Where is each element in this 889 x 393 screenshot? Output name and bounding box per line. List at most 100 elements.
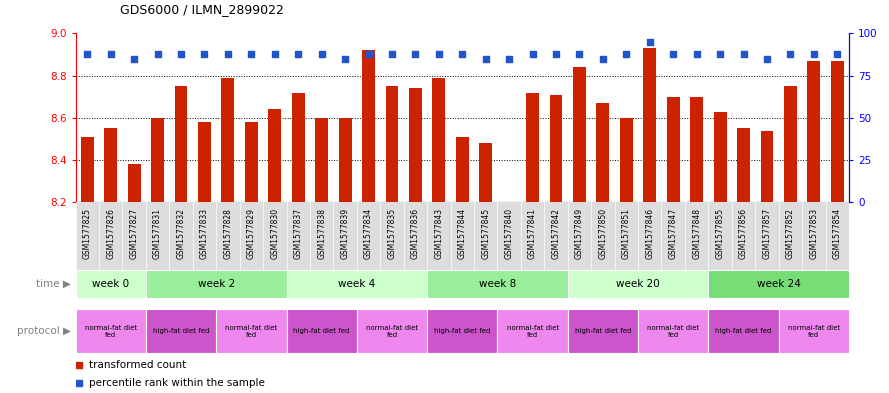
Bar: [128, 164, 140, 202]
Text: high-fat diet fed: high-fat diet fed: [716, 328, 772, 334]
Bar: [456, 137, 469, 202]
Bar: [690, 97, 703, 202]
Point: [268, 51, 282, 57]
Point: [620, 51, 634, 57]
Bar: [620, 118, 633, 202]
Bar: [146, 270, 286, 298]
Text: percentile rank within the sample: percentile rank within the sample: [90, 378, 265, 388]
Text: GSM1577856: GSM1577856: [739, 208, 748, 259]
Text: high-fat diet fed: high-fat diet fed: [153, 328, 209, 334]
Point: [478, 55, 493, 62]
Text: normal-fat diet
fed: normal-fat diet fed: [507, 325, 558, 338]
Text: high-fat diet fed: high-fat diet fed: [434, 328, 491, 334]
Bar: [81, 137, 93, 202]
Text: GSM1577842: GSM1577842: [551, 208, 561, 259]
Bar: [268, 109, 281, 202]
Text: GSM1577845: GSM1577845: [481, 208, 490, 259]
Text: time ▶: time ▶: [36, 279, 71, 289]
Point: [736, 51, 750, 57]
Bar: [667, 97, 680, 202]
Text: GSM1577834: GSM1577834: [364, 208, 373, 259]
Bar: [362, 50, 375, 202]
Text: GSM1577828: GSM1577828: [223, 208, 232, 259]
Text: normal-fat diet
fed: normal-fat diet fed: [647, 325, 700, 338]
Bar: [339, 118, 351, 202]
Point: [315, 51, 329, 57]
Bar: [597, 103, 609, 202]
Point: [80, 51, 94, 57]
Text: normal-fat diet
fed: normal-fat diet fed: [788, 325, 840, 338]
Point: [385, 51, 399, 57]
Bar: [174, 86, 188, 202]
Point: [806, 51, 821, 57]
Text: high-fat diet fed: high-fat diet fed: [293, 328, 350, 334]
Text: GSM1577833: GSM1577833: [200, 208, 209, 259]
Bar: [760, 130, 773, 202]
Point: [596, 55, 610, 62]
Point: [150, 51, 164, 57]
Text: GSM1577847: GSM1577847: [669, 208, 677, 259]
Point: [573, 51, 587, 57]
Bar: [638, 309, 709, 353]
Bar: [286, 309, 356, 353]
Bar: [709, 270, 849, 298]
Bar: [526, 92, 539, 202]
Text: week 4: week 4: [338, 279, 375, 289]
Text: GSM1577825: GSM1577825: [83, 208, 92, 259]
Bar: [568, 309, 638, 353]
Point: [432, 51, 446, 57]
Text: normal-fat diet
fed: normal-fat diet fed: [366, 325, 418, 338]
Text: transformed count: transformed count: [90, 360, 187, 371]
Point: [713, 51, 727, 57]
Text: normal-fat diet
fed: normal-fat diet fed: [84, 325, 137, 338]
Bar: [737, 129, 750, 202]
Point: [220, 51, 235, 57]
Text: GSM1577850: GSM1577850: [598, 208, 607, 259]
Point: [408, 51, 422, 57]
Bar: [286, 270, 427, 298]
Bar: [292, 92, 305, 202]
Bar: [356, 309, 427, 353]
Text: GSM1577843: GSM1577843: [435, 208, 444, 259]
Point: [197, 51, 212, 57]
Point: [783, 51, 797, 57]
Text: GSM1577827: GSM1577827: [130, 208, 139, 259]
Text: GSM1577832: GSM1577832: [177, 208, 186, 259]
Text: GSM1577837: GSM1577837: [293, 208, 303, 259]
Bar: [644, 48, 656, 202]
Text: normal-fat diet
fed: normal-fat diet fed: [225, 325, 277, 338]
Text: GSM1577849: GSM1577849: [575, 208, 584, 259]
Bar: [146, 309, 216, 353]
Bar: [779, 309, 849, 353]
Bar: [549, 95, 563, 202]
Text: week 8: week 8: [479, 279, 516, 289]
Text: week 24: week 24: [757, 279, 801, 289]
Point: [127, 55, 141, 62]
Bar: [498, 309, 568, 353]
Text: GSM1577846: GSM1577846: [645, 208, 654, 259]
Bar: [479, 143, 493, 202]
Text: GSM1577826: GSM1577826: [106, 208, 116, 259]
Point: [455, 51, 469, 57]
Text: GSM1577835: GSM1577835: [388, 208, 396, 259]
Text: high-fat diet fed: high-fat diet fed: [574, 328, 631, 334]
Point: [830, 51, 845, 57]
Bar: [432, 78, 445, 202]
Point: [760, 55, 774, 62]
Text: GSM1577844: GSM1577844: [458, 208, 467, 259]
Point: [362, 51, 376, 57]
Bar: [784, 86, 797, 202]
Point: [666, 51, 680, 57]
Bar: [568, 270, 709, 298]
Point: [502, 55, 517, 62]
Bar: [831, 61, 844, 202]
Bar: [427, 270, 568, 298]
Text: GSM1577853: GSM1577853: [809, 208, 819, 259]
Text: GSM1577852: GSM1577852: [786, 208, 795, 259]
Bar: [714, 112, 726, 202]
Text: GSM1577851: GSM1577851: [621, 208, 631, 259]
Text: GSM1577854: GSM1577854: [833, 208, 842, 259]
Bar: [151, 118, 164, 202]
Text: GDS6000 / ILMN_2899022: GDS6000 / ILMN_2899022: [120, 3, 284, 16]
Point: [291, 51, 305, 57]
